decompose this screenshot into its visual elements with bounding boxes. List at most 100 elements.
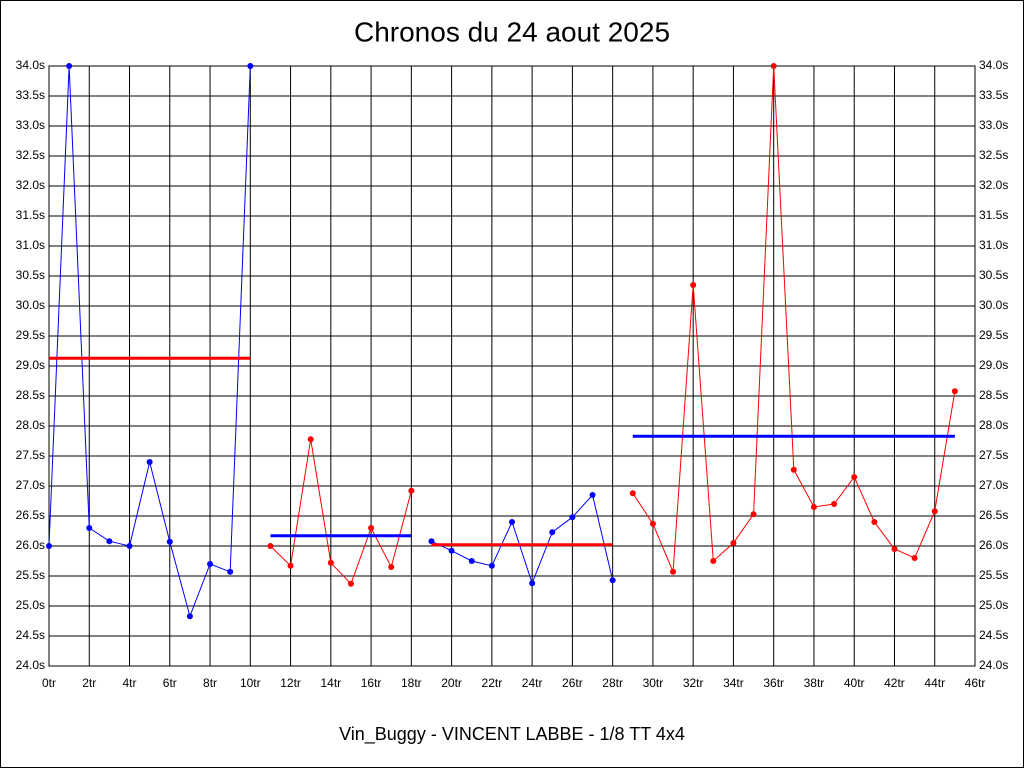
x-tick-label: 36tr xyxy=(763,676,784,690)
y-tick-label: 30.0s xyxy=(16,298,45,312)
x-tick-label: 28tr xyxy=(602,676,623,690)
y-tick-label: 30.5s xyxy=(16,268,45,282)
plot-border xyxy=(48,65,976,667)
x-tick-label: 20tr xyxy=(441,676,462,690)
x-tick-label: 30tr xyxy=(643,676,664,690)
x-tick-label: 2tr xyxy=(82,676,96,690)
x-tick-label: 6tr xyxy=(163,676,177,690)
data-point xyxy=(931,508,938,515)
data-point xyxy=(549,529,556,536)
data-point xyxy=(569,514,576,521)
y2-tick-label: 26.5s xyxy=(979,508,1008,522)
data-point xyxy=(247,63,254,69)
data-point xyxy=(388,564,395,570)
data-point xyxy=(227,568,234,575)
x-axis-label: Vin_Buggy - VINCENT LABBE - 1/8 TT 4x4 xyxy=(339,724,685,745)
data-point xyxy=(891,546,898,552)
data-point xyxy=(146,459,153,465)
y2-tick-label: 25.0s xyxy=(979,598,1008,612)
x-tick-label: 14tr xyxy=(320,676,341,690)
y-tick-label: 32.0s xyxy=(16,178,45,192)
data-point xyxy=(207,561,214,567)
y2-tick-label: 31.0s xyxy=(979,238,1008,252)
data-point xyxy=(267,543,274,549)
y2-tick-label: 33.5s xyxy=(979,88,1008,102)
y2-tick-label: 27.0s xyxy=(979,478,1008,492)
y2-tick-label: 28.0s xyxy=(979,418,1008,432)
x-tick-label: 4tr xyxy=(123,676,137,690)
y-tick-label: 27.0s xyxy=(16,478,45,492)
data-point xyxy=(911,555,918,561)
x-tick-label: 38tr xyxy=(804,676,825,690)
data-point xyxy=(307,436,314,443)
data-point xyxy=(851,474,858,480)
y2-tick-label: 30.5s xyxy=(979,268,1008,282)
y2-tick-label: 34.0s xyxy=(979,58,1008,72)
x-tick-label: 22tr xyxy=(482,676,503,690)
data-point xyxy=(609,577,616,584)
y2-tick-label: 29.0s xyxy=(979,358,1008,372)
data-point xyxy=(831,501,838,507)
y-tick-label: 25.0s xyxy=(16,598,45,612)
x-tick-label: 34tr xyxy=(723,676,744,690)
data-point xyxy=(448,547,455,554)
y2-tick-label: 32.5s xyxy=(979,148,1008,162)
x-tick-label: 18tr xyxy=(401,676,422,690)
data-point xyxy=(871,519,878,525)
y-tick-label: 29.5s xyxy=(16,328,45,342)
data-point xyxy=(589,492,596,498)
data-point xyxy=(86,525,93,531)
data-point xyxy=(649,520,656,527)
y-tick-label: 34.0s xyxy=(16,58,45,72)
chart-title: Chronos du 24 aout 2025 xyxy=(354,16,670,47)
data-point xyxy=(428,538,435,545)
x-tick-label: 26tr xyxy=(562,676,583,690)
y-tick-label: 24.5s xyxy=(16,628,45,642)
data-point xyxy=(368,525,375,531)
y2-tick-label: 26.0s xyxy=(979,538,1008,552)
y2-tick-label: 29.5s xyxy=(979,328,1008,342)
y-tick-label: 27.5s xyxy=(16,448,45,462)
y-tick-label: 33.0s xyxy=(16,118,45,132)
data-point xyxy=(327,559,334,566)
x-tick-label: 12tr xyxy=(280,676,301,690)
data-point xyxy=(750,511,757,518)
x-tick-label: 44tr xyxy=(924,676,945,690)
x-tick-label: 24tr xyxy=(522,676,543,690)
data-point xyxy=(66,63,73,69)
y2-tick-label: 31.5s xyxy=(979,208,1008,222)
data-point xyxy=(106,538,113,545)
x-tick-label: 32tr xyxy=(683,676,704,690)
y2-tick-label: 28.5s xyxy=(979,388,1008,402)
x-tick-label: 0tr xyxy=(42,676,56,690)
data-point xyxy=(790,466,797,473)
x-tick-label: 10tr xyxy=(240,676,261,690)
x-tick-label: 46tr xyxy=(965,676,986,690)
y-tick-label: 32.5s xyxy=(16,148,45,162)
data-point xyxy=(408,487,415,494)
data-point xyxy=(46,543,52,549)
y-tick-label: 26.5s xyxy=(16,508,45,522)
data-point xyxy=(509,519,515,525)
data-point xyxy=(347,580,354,587)
y2-tick-label: 33.0s xyxy=(979,118,1008,132)
data-point xyxy=(468,558,475,564)
x-tick-label: 16tr xyxy=(361,676,382,690)
y-tick-label: 28.5s xyxy=(16,388,45,402)
y-tick-label: 28.0s xyxy=(16,418,45,432)
y-tick-label: 31.0s xyxy=(16,238,45,252)
x-tick-label: 40tr xyxy=(844,676,865,690)
y2-tick-label: 24.5s xyxy=(979,628,1008,642)
data-point xyxy=(710,558,717,564)
data-point xyxy=(730,540,737,546)
y-tick-label: 33.5s xyxy=(16,88,45,102)
y2-tick-label: 25.5s xyxy=(979,568,1008,582)
y-tick-label: 29.0s xyxy=(16,358,45,372)
series-line xyxy=(431,493,614,585)
data-point xyxy=(770,63,777,69)
data-point xyxy=(166,538,173,545)
data-point xyxy=(670,568,677,575)
data-point xyxy=(629,490,636,497)
